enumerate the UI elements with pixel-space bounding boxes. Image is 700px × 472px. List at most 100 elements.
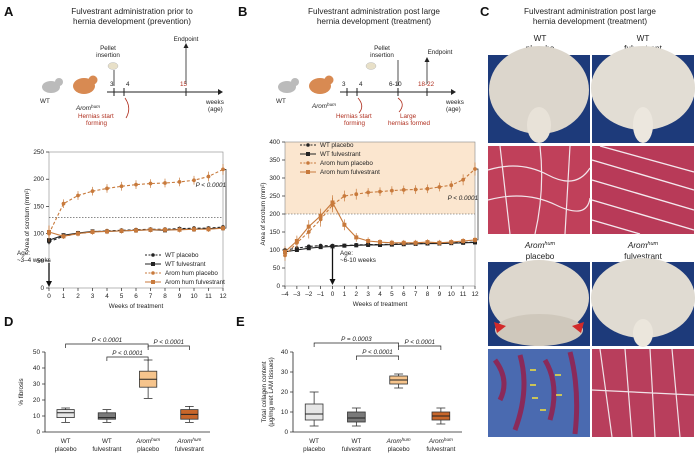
- legend-a-arom-placebo-marker: [151, 271, 155, 275]
- legend-b-wt-fulv: WT fulvestrant: [320, 151, 361, 158]
- a-endpoint: Endpoint: [174, 36, 199, 43]
- y-tick-label: 250: [33, 149, 44, 156]
- x-tick-label: 10: [448, 291, 456, 298]
- data-point-arom-placebo: [461, 177, 466, 182]
- histology-arom-fulvestrant: [591, 348, 695, 438]
- a-age-1: Age:: [17, 250, 30, 257]
- data-point-arom-fulvestrant: [401, 240, 406, 245]
- legend-b-wt-fulv-marker: [306, 152, 310, 156]
- x-tick-label: 2: [76, 293, 80, 300]
- box: [347, 411, 366, 423]
- y-tick-label: 50: [33, 349, 41, 356]
- a-endpoint-arrowhead: [183, 43, 189, 48]
- data-point-arom-fulvestrant: [61, 234, 66, 239]
- c-col3-line2: placebo: [526, 252, 555, 261]
- box: [304, 403, 324, 421]
- p-value-label: P < 0.0001: [112, 350, 142, 357]
- b-t1822: 18-22: [418, 81, 435, 88]
- a-pellet-2: insertion: [96, 52, 120, 59]
- x-tick-label: 6: [134, 293, 138, 300]
- x-tick-label: 12: [219, 293, 227, 300]
- x-tick-label-line2: placebo: [388, 446, 411, 453]
- c-col2-line1: WT: [637, 34, 650, 43]
- tissue-fiber-lines: [591, 348, 695, 438]
- panel-b-title-2: hernia development (treatment): [317, 17, 432, 26]
- data-point-arom-placebo: [177, 180, 182, 184]
- b-endpoint-arrowhead: [424, 57, 430, 62]
- legend-a-wt-placebo: WT placebo: [165, 252, 199, 259]
- data-point-arom-placebo: [437, 185, 442, 189]
- data-point-arom-fulvestrant: [378, 240, 382, 245]
- x-tick-label: Aromhum: [386, 437, 411, 445]
- mouse-body-shape: [591, 258, 695, 338]
- mouse-tail-shape: [633, 107, 653, 143]
- c-col4-line1: Aromhum: [627, 241, 659, 250]
- legend-a-wt-fulv-marker: [151, 262, 155, 266]
- panel-d-letter: D: [4, 314, 13, 329]
- b-wt-mouse-icon: [278, 81, 296, 93]
- data-point-arom-fulvestrant: [437, 240, 442, 245]
- significance-bracket: [65, 343, 149, 348]
- histology-arom-placebo: [488, 349, 590, 437]
- data-point-arom-fulvestrant: [163, 227, 167, 232]
- c-col1-line1: WT: [534, 34, 547, 43]
- a-weeks-2: (age): [208, 106, 223, 113]
- legend-b: WT placebo WT fulvestrant Arom hum place…: [300, 142, 380, 176]
- significance-bracket: [398, 345, 442, 350]
- y-tick-label: 250: [269, 193, 280, 200]
- data-point-arom-fulvestrant: [354, 235, 359, 240]
- data-point-wt-fulvestrant: [342, 243, 347, 248]
- data-point-arom-fulvestrant: [134, 228, 138, 233]
- x-tick-label-line2: placebo: [137, 446, 160, 453]
- panel-b-timeline: WT Aromhum 3 4 6-10 18-22 Pellet inserti…: [276, 45, 464, 127]
- treatment-start-arrowhead: [329, 279, 336, 285]
- mouse-tail-shape: [633, 319, 653, 347]
- p-value-label: P < 0.0001: [92, 337, 122, 344]
- y-tick-label: 350: [269, 157, 280, 164]
- box: [56, 409, 75, 419]
- data-point-wt-fulvestrant: [294, 248, 299, 252]
- shaded-region: [285, 142, 475, 214]
- x-tick-label: 7: [149, 293, 153, 300]
- x-tick-label: 11: [460, 291, 467, 298]
- significance-bracket: [356, 355, 399, 360]
- x-tick-label: 10: [190, 293, 198, 300]
- y-tick-label: 20: [33, 397, 41, 404]
- data-point-arom-placebo: [366, 190, 371, 195]
- data-point-arom-placebo: [354, 192, 359, 197]
- legend-a-wt-placebo-marker: [151, 253, 155, 257]
- y-tick-label: 0: [40, 285, 44, 292]
- x-tick-label-line2: fulvestrant: [92, 446, 121, 453]
- mouse-body-shape: [489, 46, 589, 134]
- b-timeline-arrowhead: [451, 89, 456, 95]
- x-tick-label: 0: [331, 291, 335, 298]
- x-tick-label: 9: [178, 293, 182, 300]
- x-axis-label: Weeks of treatment: [353, 301, 408, 308]
- y-tick-label: 200: [33, 176, 44, 183]
- y-axis-label: Area of scrotum (mm²): [260, 183, 267, 246]
- y-tick-label: 300: [269, 175, 280, 182]
- legend-b-arom-placebo: Arom hum placebo: [320, 160, 373, 167]
- b-pellet-icon: [365, 62, 377, 70]
- a-label-wt: WT: [40, 98, 50, 105]
- photo-arom-fulvestrant: [591, 258, 695, 347]
- y-tick-label: 40: [33, 365, 41, 372]
- x-tick-label: 8: [426, 291, 430, 298]
- x-tick-label: 4: [378, 291, 382, 298]
- histology-background: [592, 146, 694, 234]
- data-point-arom-placebo: [206, 174, 211, 179]
- y-tick-label: 0: [276, 283, 280, 290]
- significance-bracket: [476, 168, 479, 241]
- histology-wt-placebo: [487, 145, 591, 235]
- arom-mouse-head-icon: [88, 75, 98, 85]
- x-tick-label: Aromhum: [176, 437, 201, 445]
- a-t4: 4: [126, 81, 130, 88]
- x-tick-label-line2: fulvestrant: [426, 446, 455, 453]
- legend-a-arom-placebo: Arom hum placebo: [165, 270, 218, 277]
- mouse-tail-shape: [527, 107, 551, 143]
- y-tick-label: 40: [281, 349, 289, 356]
- x-tick-label: 5: [390, 291, 394, 298]
- data-point-arom-placebo: [342, 194, 347, 198]
- pellet-icon: [107, 62, 119, 70]
- x-tick-label: 5: [120, 293, 124, 300]
